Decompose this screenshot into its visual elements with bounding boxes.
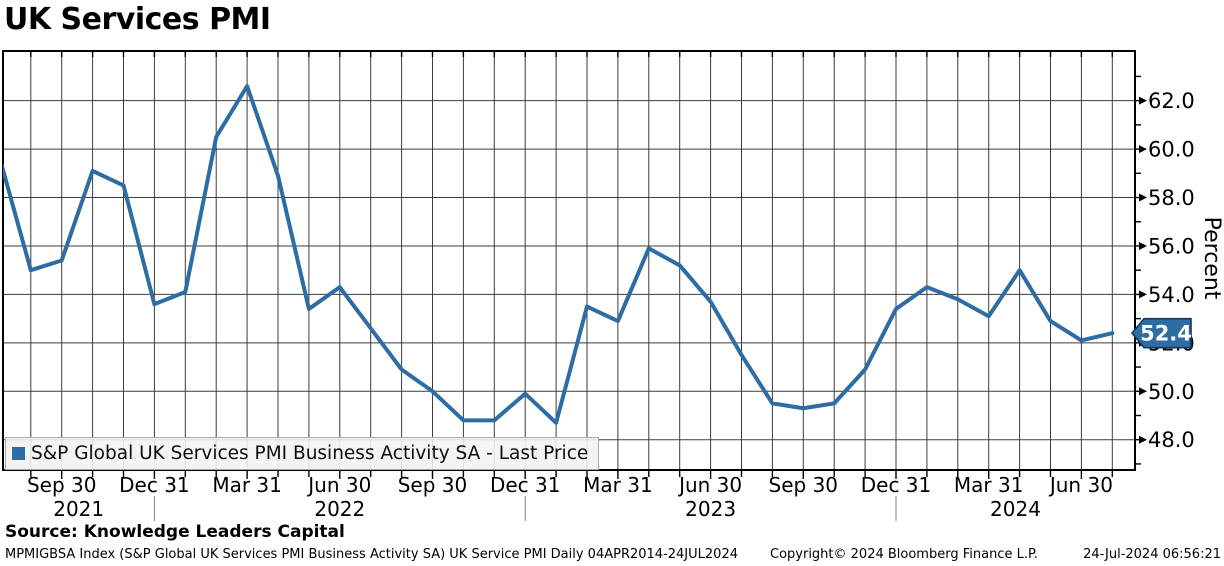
svg-text:2024: 2024 [990, 497, 1041, 521]
svg-text:Sep 30: Sep 30 [398, 473, 468, 497]
footer-copyright: Copyright© 2024 Bloomberg Finance L.P. [770, 547, 1038, 562]
axis-ticks [30, 51, 1147, 479]
x-axis-labels: Sep 30 Dec 31 Mar 31 Jun 30 Sep 30 Dec 31 Mar … [27, 473, 1113, 497]
svg-text:Dec 31: Dec 31 [861, 473, 932, 497]
horizontal-gridlines [3, 100, 1135, 441]
svg-text:48.0: 48.0 [1148, 428, 1195, 452]
y-axis-labels: 48.050.052.054.056.058.060.062.0 [1148, 89, 1195, 452]
vertical-gridlines [30, 51, 1113, 470]
svg-text:Sep 30: Sep 30 [769, 473, 839, 497]
svg-text:Jun 30: Jun 30 [306, 473, 371, 497]
svg-text:2021: 2021 [53, 497, 104, 521]
last-price-badge: 52.4 [1130, 317, 1192, 349]
svg-text:54.0: 54.0 [1148, 283, 1195, 307]
svg-text:50.0: 50.0 [1148, 380, 1195, 404]
svg-text:Mar 31: Mar 31 [954, 473, 1024, 497]
legend-series-swatch-icon [12, 447, 25, 460]
svg-text:62.0: 62.0 [1148, 89, 1195, 113]
svg-text:Jun 30: Jun 30 [1048, 473, 1113, 497]
legend-series-label: S&P Global UK Services PMI Business Acti… [31, 443, 589, 464]
page-title: UK Services PMI [4, 2, 271, 37]
footer-ticker-description: MPMIGBSA Index (S&P Global UK Services P… [5, 547, 738, 562]
svg-text:2022: 2022 [314, 497, 365, 521]
source-attribution: Source: Knowledge Leaders Capital [5, 522, 345, 542]
svg-text:Mar 31: Mar 31 [583, 473, 653, 497]
svg-text:Jun 30: Jun 30 [677, 473, 742, 497]
pmi-series-line [3, 84, 1115, 425]
chart-legend: S&P Global UK Services PMI Business Acti… [5, 437, 600, 470]
y-axis-title: Percent [1199, 217, 1224, 300]
svg-text:52.4: 52.4 [1140, 322, 1192, 346]
svg-text:58.0: 58.0 [1148, 186, 1195, 210]
svg-text:Dec 31: Dec 31 [490, 473, 561, 497]
footer-timestamp: 24-Jul-2024 06:56:21 [1083, 547, 1221, 562]
year-separators [153, 496, 897, 521]
svg-text:Mar 31: Mar 31 [212, 473, 282, 497]
svg-text:Dec 31: Dec 31 [119, 473, 190, 497]
svg-text:2023: 2023 [685, 497, 736, 521]
svg-text:Sep 30: Sep 30 [27, 473, 97, 497]
svg-text:60.0: 60.0 [1148, 138, 1195, 162]
plot-frame [2, 50, 1136, 471]
svg-text:56.0: 56.0 [1148, 234, 1195, 258]
year-labels: 2021 2022 2023 2024 [53, 497, 1041, 521]
